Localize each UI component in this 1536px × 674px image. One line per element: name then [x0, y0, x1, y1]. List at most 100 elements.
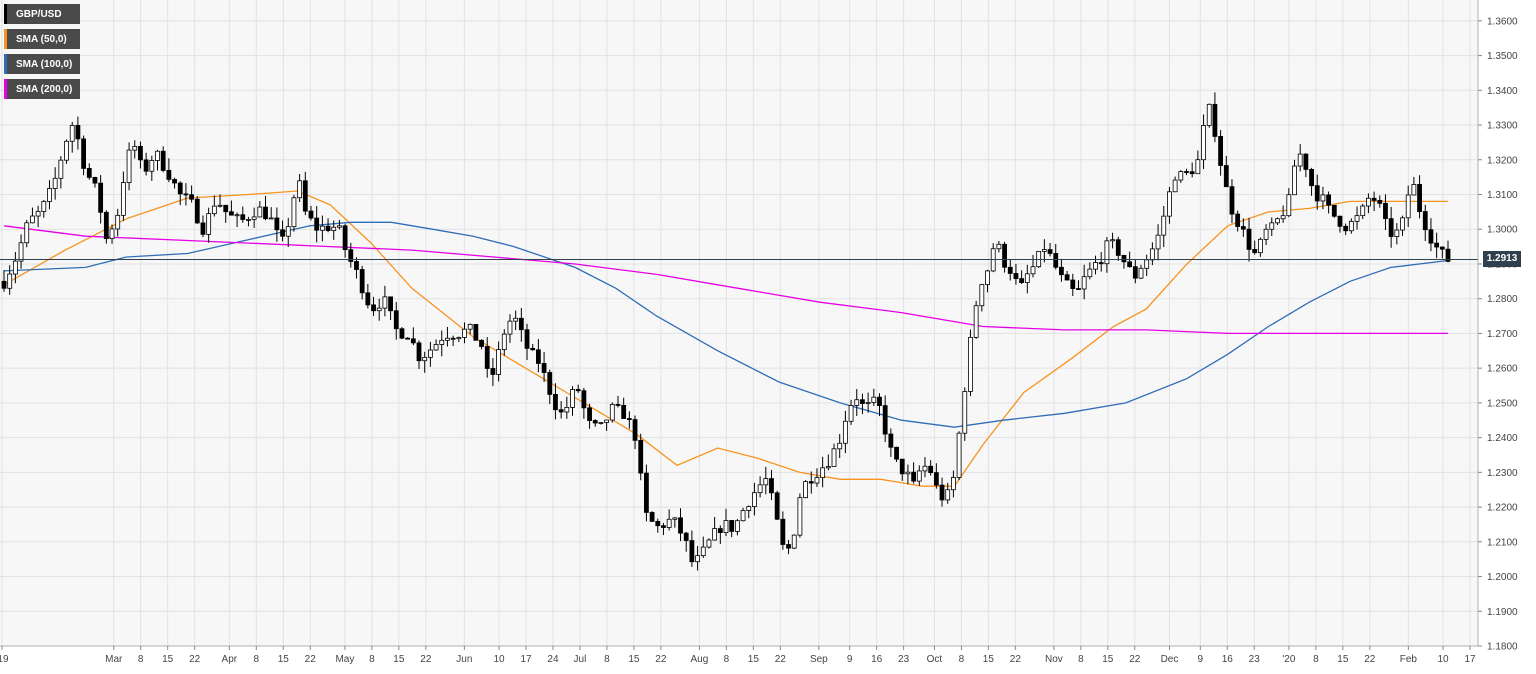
candle-body [968, 336, 973, 392]
candle-body [911, 471, 917, 482]
candle-body [132, 146, 138, 151]
candle-body [501, 333, 507, 351]
candle-body [1252, 249, 1258, 254]
candle-body [1320, 194, 1326, 202]
x-tick-label: 9 [847, 654, 853, 665]
legend-item-gbpusd[interactable]: GBP/USD [4, 4, 81, 24]
candle-body [359, 269, 365, 294]
candle-body [1388, 218, 1394, 237]
candle-body [52, 177, 58, 189]
candle-body [35, 211, 41, 217]
candle-body [547, 372, 553, 395]
candle-body [109, 228, 115, 240]
candle-body [314, 217, 320, 231]
candle-body [1297, 153, 1303, 167]
candle-body [1138, 267, 1144, 279]
y-tick-label: 1.3100 [1487, 190, 1518, 201]
sma-line [3, 190, 1448, 487]
candle-body [291, 197, 297, 228]
x-tick-label: 22 [655, 654, 667, 665]
x-tick-label: 8 [604, 654, 610, 665]
candle-body [1093, 262, 1098, 270]
candle-body [18, 242, 24, 262]
y-tick-label: 1.3600 [1487, 16, 1518, 27]
candle-body [189, 194, 195, 200]
candle-body [263, 206, 268, 220]
candle-body [752, 492, 757, 508]
legend-swatch [4, 29, 7, 49]
candle-body [257, 206, 263, 218]
candle-body [7, 273, 13, 289]
candle-body [564, 406, 570, 413]
candle-body [1348, 220, 1354, 232]
x-tick-label: Nov [1045, 654, 1063, 665]
x-tick-label: 8 [138, 654, 144, 665]
x-tick-label: 22 [305, 654, 317, 665]
candle-body [769, 478, 774, 494]
last-price-tag: 1.2913 [1483, 251, 1521, 268]
candle-body [405, 337, 411, 340]
candle-body [1309, 169, 1314, 187]
candle-body [1024, 273, 1030, 283]
candle-body [348, 249, 354, 262]
candle-body [490, 368, 496, 375]
x-tick-label: 15 [162, 654, 174, 665]
candle-body [1417, 184, 1422, 212]
candle-body [871, 396, 877, 403]
x-tick-label: Oct [927, 654, 943, 665]
candle-body [638, 439, 644, 474]
x-tick-label: 8 [1313, 654, 1319, 665]
candle-body [609, 404, 615, 421]
candle-body [598, 422, 604, 424]
legend-item-sma-50[interactable]: SMA (50,0) [4, 29, 81, 49]
candle-body [1360, 205, 1366, 217]
x-tick-label: 15 [748, 654, 760, 665]
candle-body [211, 205, 217, 215]
candle-body [916, 470, 922, 482]
candle-body [30, 215, 35, 224]
candle-body [1041, 249, 1047, 252]
y-tick-label: 1.3000 [1487, 225, 1518, 236]
candle-body [962, 391, 968, 434]
candle-body [763, 478, 769, 486]
legend-item-sma-200[interactable]: SMA (200,0) [4, 79, 81, 99]
candle-body [1161, 215, 1167, 236]
x-tick-label: 23 [1249, 654, 1261, 665]
y-tick-label: 1.1800 [1487, 642, 1518, 653]
candle-body [712, 528, 718, 541]
candle-body [678, 517, 683, 534]
candle-body [615, 404, 621, 406]
candle-body [1, 280, 7, 289]
candle-body [803, 481, 808, 499]
candle-body [1218, 136, 1223, 166]
candle-body [427, 349, 433, 358]
x-tick-label: Jun [456, 654, 472, 665]
candle-body [1354, 215, 1360, 222]
sma-line [3, 225, 1448, 335]
candle-body [848, 405, 854, 422]
candle-body [1206, 103, 1212, 126]
legend-swatch [4, 54, 7, 74]
legend-label: GBP/USD [16, 8, 62, 20]
x-tick-label: 22 [775, 654, 787, 665]
legend-item-sma-100[interactable]: SMA (100,0) [4, 54, 81, 74]
candle-body [979, 284, 985, 307]
candle-body [1149, 248, 1155, 261]
candle-body [1280, 215, 1286, 220]
x-tick-label: Aug [690, 654, 708, 665]
candle-body [791, 534, 797, 549]
y-tick-label: 1.2800 [1487, 294, 1518, 305]
candle-body [172, 179, 177, 184]
candle-body [1246, 228, 1252, 250]
candle-body [797, 497, 803, 536]
candle-body [331, 226, 337, 231]
candle-body [951, 477, 956, 491]
candle-body [445, 337, 450, 341]
x-tick-label: 23 [898, 654, 910, 665]
x-tick-label: Feb [1400, 654, 1418, 665]
x-tick-label: Jul [574, 654, 587, 665]
candle-body [1110, 239, 1115, 242]
candle-body [604, 419, 610, 423]
candle-body [837, 442, 843, 450]
candle-body [246, 219, 251, 221]
